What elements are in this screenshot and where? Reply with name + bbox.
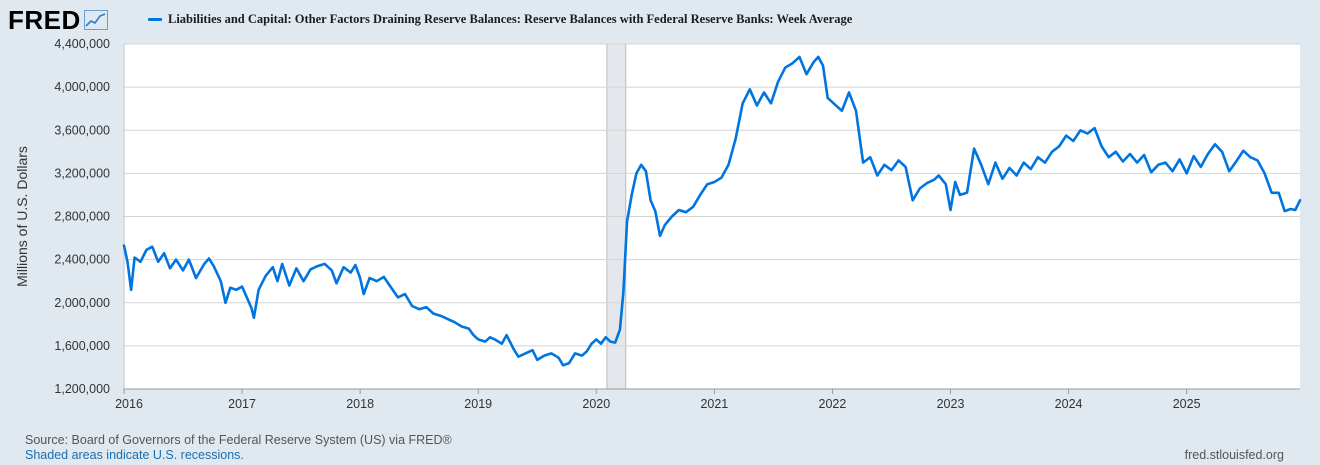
x-tick-label: 2019	[464, 397, 492, 411]
x-tick-label: 2023	[937, 397, 965, 411]
chart-legend: Liabilities and Capital: Other Factors D…	[148, 12, 852, 27]
y-tick-label: 4,000,000	[54, 80, 110, 94]
fred-url[interactable]: fred.stlouisfed.org	[1184, 448, 1284, 462]
x-tick-label: 2022	[819, 397, 847, 411]
fred-logo[interactable]: FRED	[8, 5, 108, 35]
x-tick-label: 2016	[115, 397, 143, 411]
y-tick-label: 4,400,000	[54, 37, 110, 51]
legend-series-label: Liabilities and Capital: Other Factors D…	[168, 12, 853, 26]
y-tick-label: 2,400,000	[54, 253, 110, 267]
x-tick-label: 2024	[1055, 397, 1083, 411]
line-chart: 1,200,000 1,600,000 2,000,000 2,400,000 2,80…	[14, 37, 1302, 411]
series-line	[122, 55, 1302, 367]
legend-swatch	[148, 18, 162, 21]
x-tick-label: 2021	[700, 397, 728, 411]
trend-line-icon	[83, 10, 108, 30]
x-tick-label: 2017	[228, 397, 256, 411]
y-axis-title: Millions of U.S. Dollars	[14, 146, 30, 287]
y-tick-label: 1,200,000	[54, 382, 110, 396]
y-tick-label: 2,800,000	[54, 210, 110, 224]
recession-note[interactable]: Shaded areas indicate U.S. recessions.	[25, 448, 244, 462]
y-tick-label: 2,000,000	[54, 296, 110, 310]
y-tick-label: 3,600,000	[54, 123, 110, 137]
chart-header: FRED Liabilities and Capital: Other Fact…	[0, 0, 1320, 44]
y-tick-label: 1,600,000	[54, 339, 110, 353]
logo-text: FRED	[8, 5, 81, 35]
x-tick-label: 2020	[582, 397, 610, 411]
x-tick-label: 2018	[346, 397, 374, 411]
source-note: Source: Board of Governors of the Federa…	[25, 433, 452, 447]
x-tick-label: 2025	[1173, 397, 1201, 411]
y-tick-label: 3,200,000	[54, 166, 110, 180]
